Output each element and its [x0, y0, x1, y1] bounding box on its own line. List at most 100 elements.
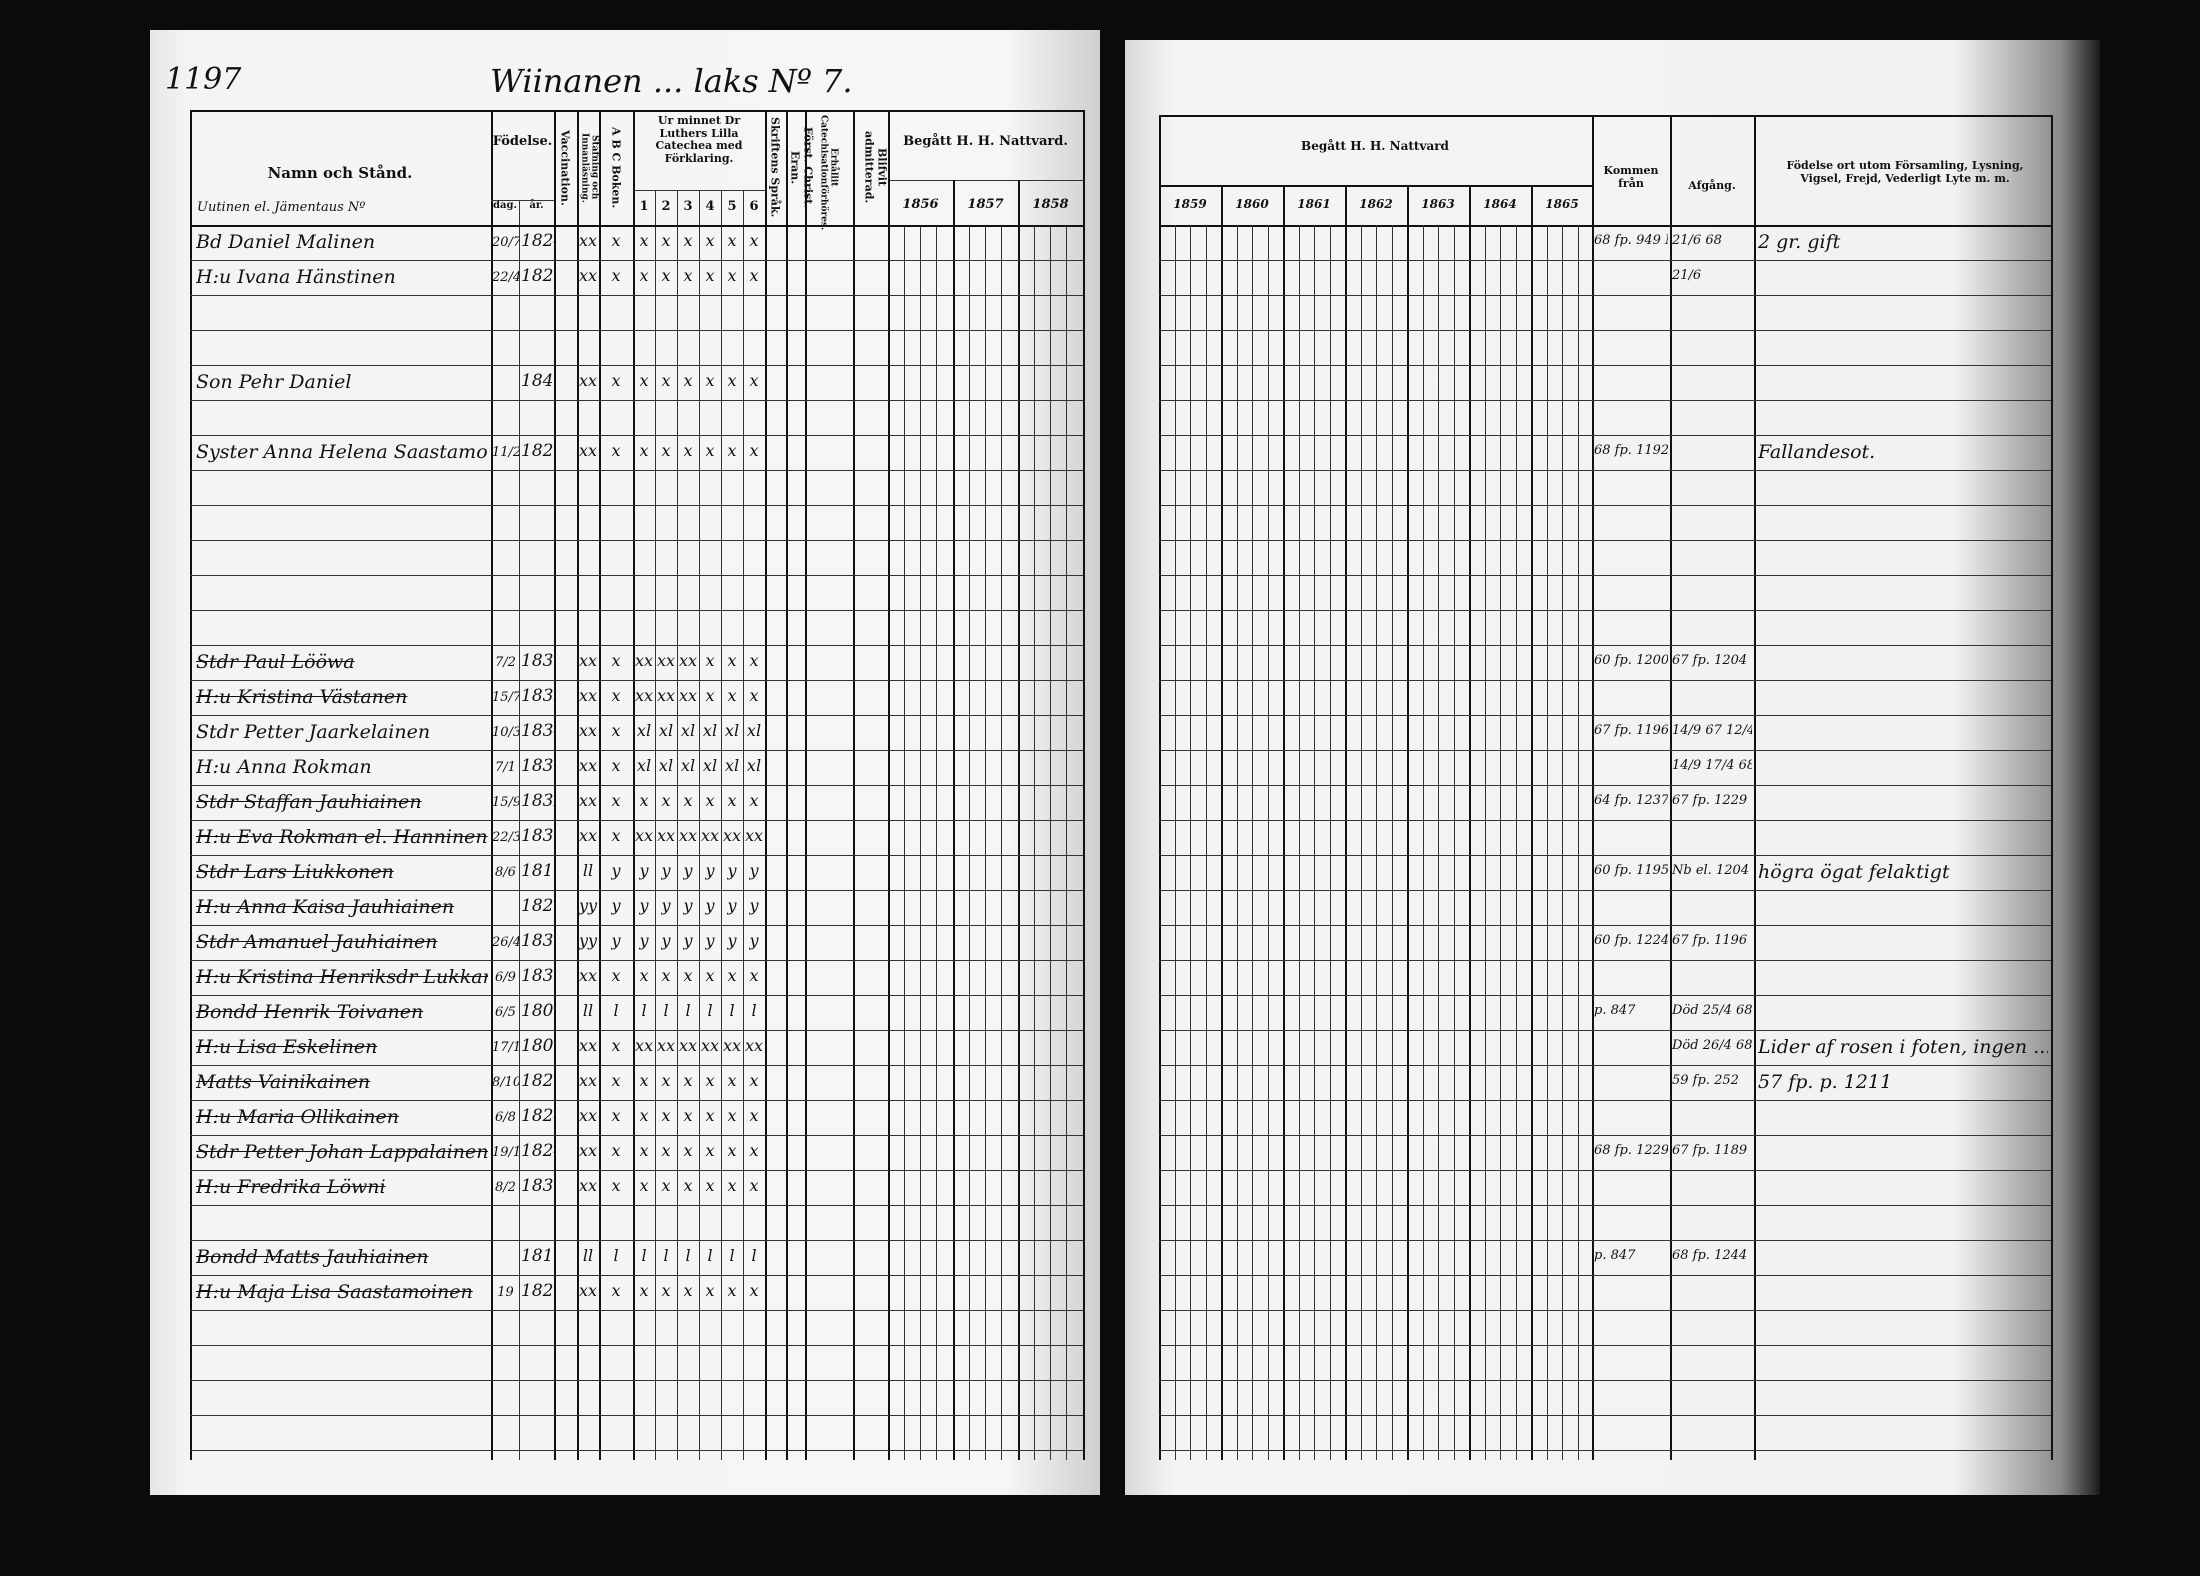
- grid-line: [1360, 225, 1362, 1460]
- progress-mark: l: [663, 1246, 669, 1265]
- progress-mark: xx: [656, 826, 676, 845]
- grid-line: [190, 645, 1083, 646]
- progress-mark: xl: [746, 721, 762, 740]
- header-vaccination: Vaccination.: [558, 129, 572, 206]
- person-name: H:u Kristina Henriksdr Lukkarinen: [196, 966, 488, 988]
- progress-mark: x: [661, 1141, 671, 1160]
- grid-line: [190, 1345, 1083, 1346]
- birth-year: 1839: [521, 651, 554, 671]
- grid-line: [1190, 225, 1191, 1460]
- grid-line: [190, 960, 1083, 961]
- grid-line: [1159, 715, 2051, 716]
- progress-mark: xx: [700, 1036, 720, 1055]
- remarks: 2 gr. gift: [1758, 231, 1841, 253]
- grid-line: [190, 470, 1083, 471]
- progress-mark: x: [749, 966, 759, 985]
- progress-mark: x: [611, 966, 621, 985]
- birth-year: 1837: [521, 756, 554, 776]
- progress-mark: x: [661, 966, 671, 985]
- header-catechism-part: 6: [749, 199, 759, 214]
- progress-mark: l: [707, 1246, 713, 1265]
- grid-line: [1159, 960, 2051, 961]
- person-name: H:u Lisa Eskelinen: [196, 1036, 378, 1058]
- progress-mark: x: [749, 1176, 759, 1195]
- progress-mark: xl: [680, 721, 696, 740]
- progress-mark: x: [639, 1281, 649, 1300]
- grid-line: [1159, 1100, 2051, 1101]
- grid-line: [1159, 785, 2051, 786]
- progress-mark: x: [727, 791, 737, 810]
- progress-mark: xx: [578, 1106, 598, 1125]
- progress-mark: xx: [578, 231, 598, 250]
- progress-mark: x: [705, 231, 715, 250]
- grid-line: [1159, 925, 2051, 926]
- progress-mark: x: [749, 1141, 759, 1160]
- progress-mark: x: [705, 441, 715, 460]
- birth-day: 15/9: [492, 795, 519, 810]
- progress-mark: xx: [634, 651, 654, 670]
- birth-year: 1833: [521, 686, 554, 706]
- grid-line: [1066, 225, 1067, 1460]
- progress-mark: y: [639, 896, 649, 915]
- progress-mark: x: [611, 791, 621, 810]
- progress-mark: xx: [656, 686, 676, 705]
- progress-mark: x: [705, 651, 715, 670]
- person-name: Bd Daniel Malinen: [196, 231, 376, 253]
- progress-mark: xx: [578, 686, 598, 705]
- grid-line: [190, 400, 1083, 401]
- remarks: Fallandesot.: [1758, 441, 1876, 463]
- progress-mark: x: [639, 1176, 649, 1195]
- grid-line: [1252, 225, 1253, 1460]
- progress-mark: xl: [636, 756, 652, 775]
- grid-line: [1159, 1170, 2051, 1171]
- progress-mark: y: [705, 931, 715, 950]
- header-catechism-part: 1: [639, 199, 649, 214]
- progress-mark: xl: [724, 756, 740, 775]
- progress-mark: y: [639, 931, 649, 950]
- progress-mark: x: [611, 231, 621, 250]
- progress-mark: x: [749, 791, 759, 810]
- progress-mark: xx: [578, 791, 598, 810]
- birth-day: 22/4: [492, 270, 519, 285]
- grid-line: [190, 225, 1083, 227]
- grid-line: [190, 1310, 1083, 1311]
- progress-mark: y: [749, 861, 759, 880]
- header-catechism: Ur minnet Dr Luthers Lilla Catechea med …: [655, 114, 743, 165]
- arrived-from: 68 fp. 949 Nb 62: [1594, 233, 1668, 248]
- grid-line: [1159, 115, 2051, 117]
- progress-mark: x: [639, 791, 649, 810]
- progress-mark: xl: [658, 756, 674, 775]
- progress-mark: x: [661, 1071, 671, 1090]
- person-name: H:u Kristina Västanen: [196, 686, 408, 708]
- grid-line: [190, 820, 1083, 821]
- progress-mark: xl: [636, 721, 652, 740]
- grid-line: [1159, 575, 2051, 576]
- progress-mark: xx: [700, 826, 720, 845]
- birth-year: 1824: [521, 231, 554, 251]
- grid-line: [190, 365, 1083, 366]
- departure: Nb el. 1204: [1672, 863, 1750, 878]
- person-name: Syster Anna Helena Saastamoinen: [196, 441, 488, 463]
- progress-mark: x: [661, 266, 671, 285]
- grid-line: [190, 1275, 1083, 1276]
- departure: 59 fp. 252: [1672, 1073, 1739, 1088]
- progress-mark: x: [661, 231, 671, 250]
- progress-mark: xx: [678, 826, 698, 845]
- birth-year: 1827: [521, 266, 554, 286]
- person-name: Stdr Lars Liukkonen: [196, 861, 394, 883]
- progress-mark: x: [749, 1106, 759, 1125]
- progress-mark: y: [749, 896, 759, 915]
- progress-mark: y: [727, 861, 737, 880]
- progress-mark: x: [639, 1106, 649, 1125]
- progress-mark: x: [611, 826, 621, 845]
- grid-line: [1159, 1205, 2051, 1206]
- progress-mark: xx: [578, 1141, 598, 1160]
- grid-line: [1159, 1240, 2051, 1241]
- progress-mark: xl: [680, 756, 696, 775]
- grid-line: [1159, 225, 2051, 227]
- progress-mark: x: [611, 1071, 621, 1090]
- progress-mark: y: [749, 931, 759, 950]
- grid-line: [1670, 115, 1672, 1460]
- departure: 67 fp. 1189: [1672, 1143, 1748, 1158]
- grid-line: [190, 890, 1083, 891]
